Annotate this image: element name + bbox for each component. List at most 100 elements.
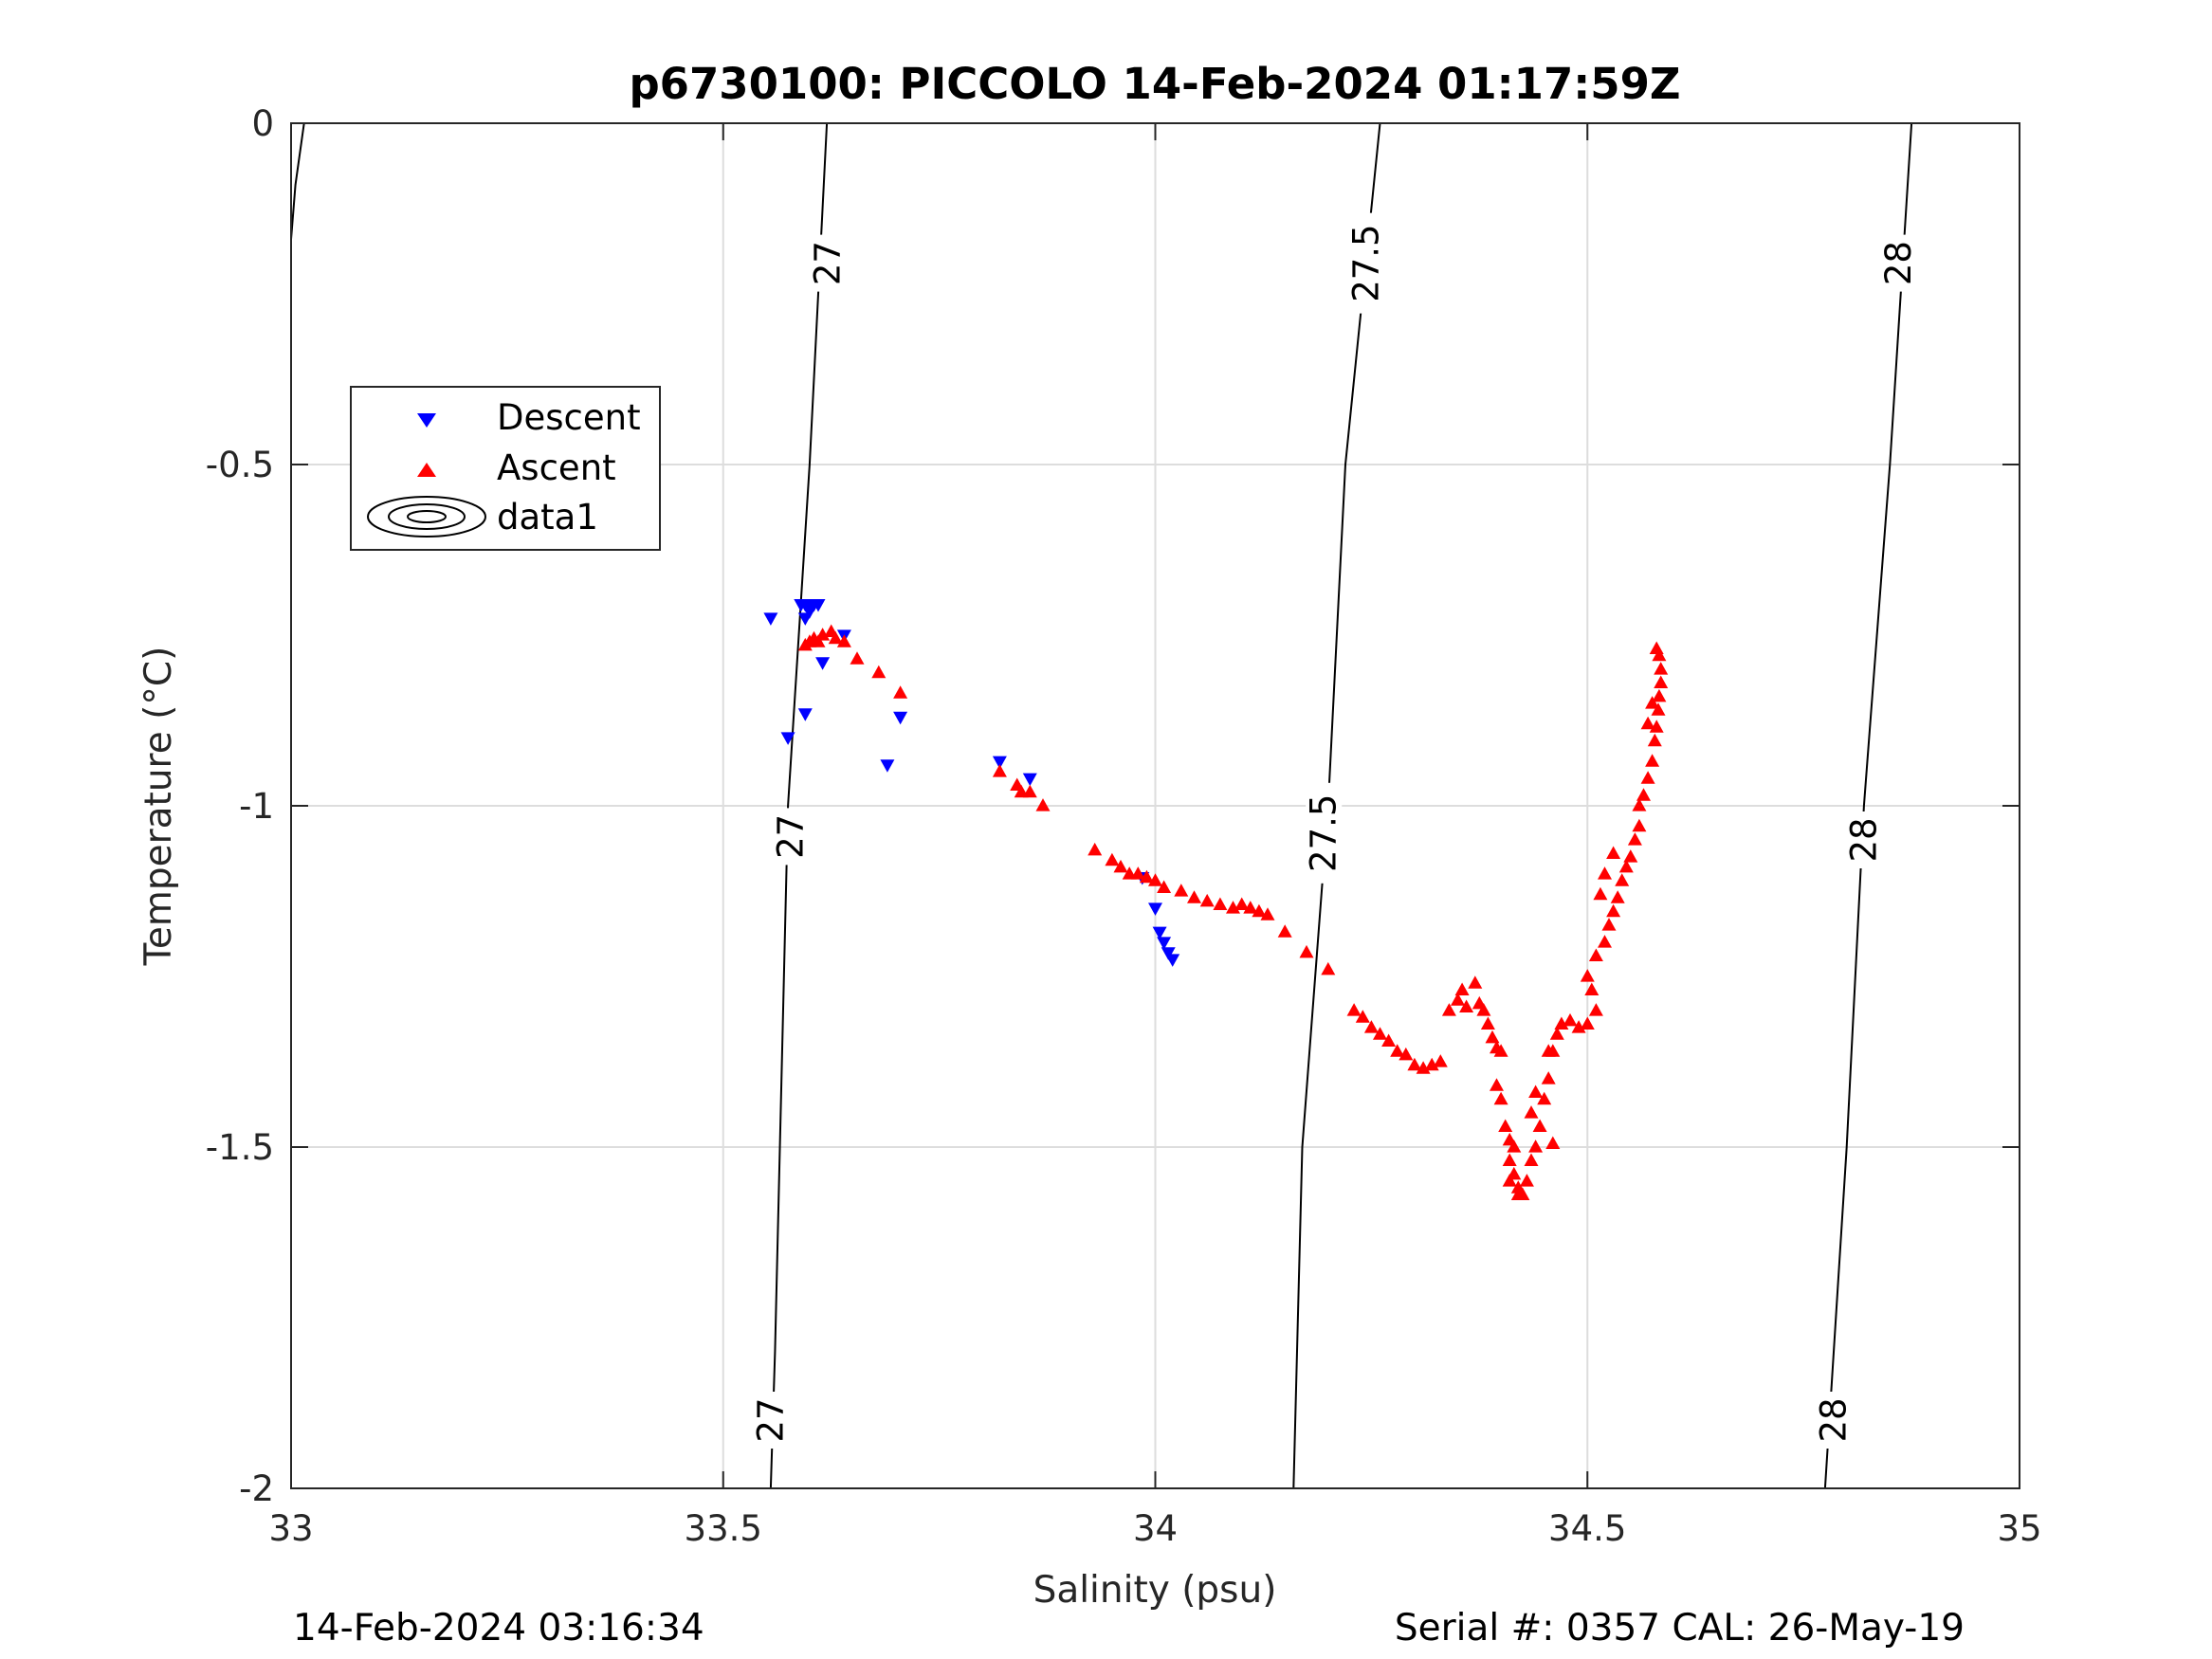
ascent-point (1588, 948, 1603, 961)
ascent-point (1640, 771, 1655, 784)
ascent-point (1649, 720, 1664, 733)
ascent-point (1035, 798, 1051, 811)
ascent-point (1213, 897, 1228, 910)
ascent-point (1355, 1010, 1370, 1023)
ascent-point (1346, 1003, 1362, 1016)
ascent-point (1234, 897, 1250, 910)
ascent-point (1088, 842, 1103, 856)
ascent-point (1632, 798, 1647, 811)
ascent-point (1022, 784, 1037, 798)
contour-label-background (1347, 212, 1384, 314)
ascent-point (1407, 1057, 1422, 1071)
ascent-point (1468, 975, 1483, 989)
contour-label-background (810, 234, 847, 292)
ascent-point (828, 630, 843, 645)
ascent-point (1130, 866, 1145, 880)
legend-ascent-label: Ascent (497, 447, 616, 488)
ascent-point (1598, 866, 1612, 880)
legend-descent-marker (417, 413, 436, 428)
y-tick-label: -1.5 (206, 1127, 274, 1168)
ascent-point (1502, 1174, 1517, 1187)
descent-point (1161, 947, 1176, 960)
contour-label: 27 (750, 1397, 791, 1442)
descent-point (1148, 902, 1162, 916)
legend-box (350, 386, 661, 551)
x-tick-label: 33.5 (685, 1508, 762, 1549)
ascent-point (1528, 1085, 1544, 1098)
ascent-point (1519, 1174, 1534, 1187)
ascent-point (1545, 1136, 1561, 1149)
ascent-point (1524, 1105, 1539, 1119)
y-tick-label: -1 (239, 786, 274, 827)
axis-ticks: 33 33.5 34 34.5 35 -2 -1.5 -1 -0.5 0 (206, 103, 2042, 1549)
ascent-point (1148, 873, 1162, 886)
descent-point (893, 711, 908, 725)
ascent-point (893, 685, 908, 699)
legend-ascent-marker (417, 463, 436, 477)
y-tick-label: -2 (239, 1468, 274, 1509)
descent-point (797, 708, 813, 721)
contour-label: 27.5 (1304, 794, 1344, 872)
ascent-point (1647, 733, 1662, 747)
contour-label-background (772, 808, 809, 866)
footer-serial-cal: Serial #: 0357 CAL: 26-May-19 (1395, 1607, 1965, 1650)
ascent-point (1433, 1054, 1448, 1067)
ascent-point (1260, 907, 1275, 921)
contour-line-26.5 (290, 122, 305, 240)
ascent-point (1645, 754, 1660, 767)
ascent-point (1554, 1016, 1569, 1030)
descent-point (815, 657, 831, 670)
ascent-point (1507, 1139, 1522, 1153)
ascent-point (1654, 662, 1669, 675)
ascent-point (1627, 832, 1642, 846)
ascent-point (1606, 846, 1621, 859)
contour-label-background (1306, 782, 1343, 884)
ascent-point (1588, 1003, 1603, 1016)
ascent-point (1640, 716, 1655, 730)
ascent-point (1363, 1020, 1379, 1033)
ascent-point (1524, 1153, 1539, 1166)
x-tick-label: 34 (1133, 1508, 1178, 1549)
ascent-point (1174, 884, 1189, 897)
descent-point (802, 606, 817, 619)
ascent-point (1632, 818, 1647, 832)
ascent-point (1113, 859, 1128, 873)
ascent-point (811, 634, 826, 647)
contour-label: 27 (770, 814, 811, 859)
descent-point (1165, 954, 1180, 967)
ascent-point (1490, 1078, 1504, 1091)
ascent-point (1381, 1033, 1397, 1047)
ascent-point (1593, 886, 1608, 901)
ascent-point (1541, 1071, 1556, 1085)
x-tick-label: 34.5 (1548, 1508, 1626, 1549)
y-tick-label: -0.5 (206, 445, 274, 485)
ascent-point (1493, 1044, 1508, 1057)
data-series (763, 599, 1669, 1200)
contour-line-28 (1823, 122, 1913, 1489)
ascent-point (1105, 852, 1120, 866)
ascent-point (1321, 961, 1336, 975)
ascent-point (1485, 1030, 1500, 1044)
ascent-point (1476, 1003, 1491, 1016)
ascent-point (1580, 969, 1595, 982)
ascent-point (1541, 1044, 1556, 1057)
ascent-point (1618, 859, 1634, 873)
legend: Descent Ascent data1 (350, 386, 661, 551)
ascent-point (836, 634, 851, 647)
ascent-point (1502, 1153, 1517, 1166)
ascent-point (1563, 1012, 1578, 1027)
ascent-point (1598, 935, 1612, 948)
ascent-point (1493, 1091, 1508, 1105)
density-contours: 27 27 27 27.5 27.5 28 28 28 (290, 122, 1919, 1489)
descent-point (780, 732, 795, 745)
ascent-point (1451, 993, 1465, 1006)
descent-point (1152, 926, 1167, 940)
chart-title: p6730100: PICCOLO 14-Feb-2024 01:17:59Z (629, 59, 1680, 109)
ascent-point (1480, 1016, 1495, 1030)
ascent-point (815, 628, 831, 641)
ascent-point (1623, 849, 1638, 863)
ascent-point (871, 665, 887, 679)
ascent-point (1601, 918, 1617, 931)
ascent-point (1398, 1047, 1414, 1061)
